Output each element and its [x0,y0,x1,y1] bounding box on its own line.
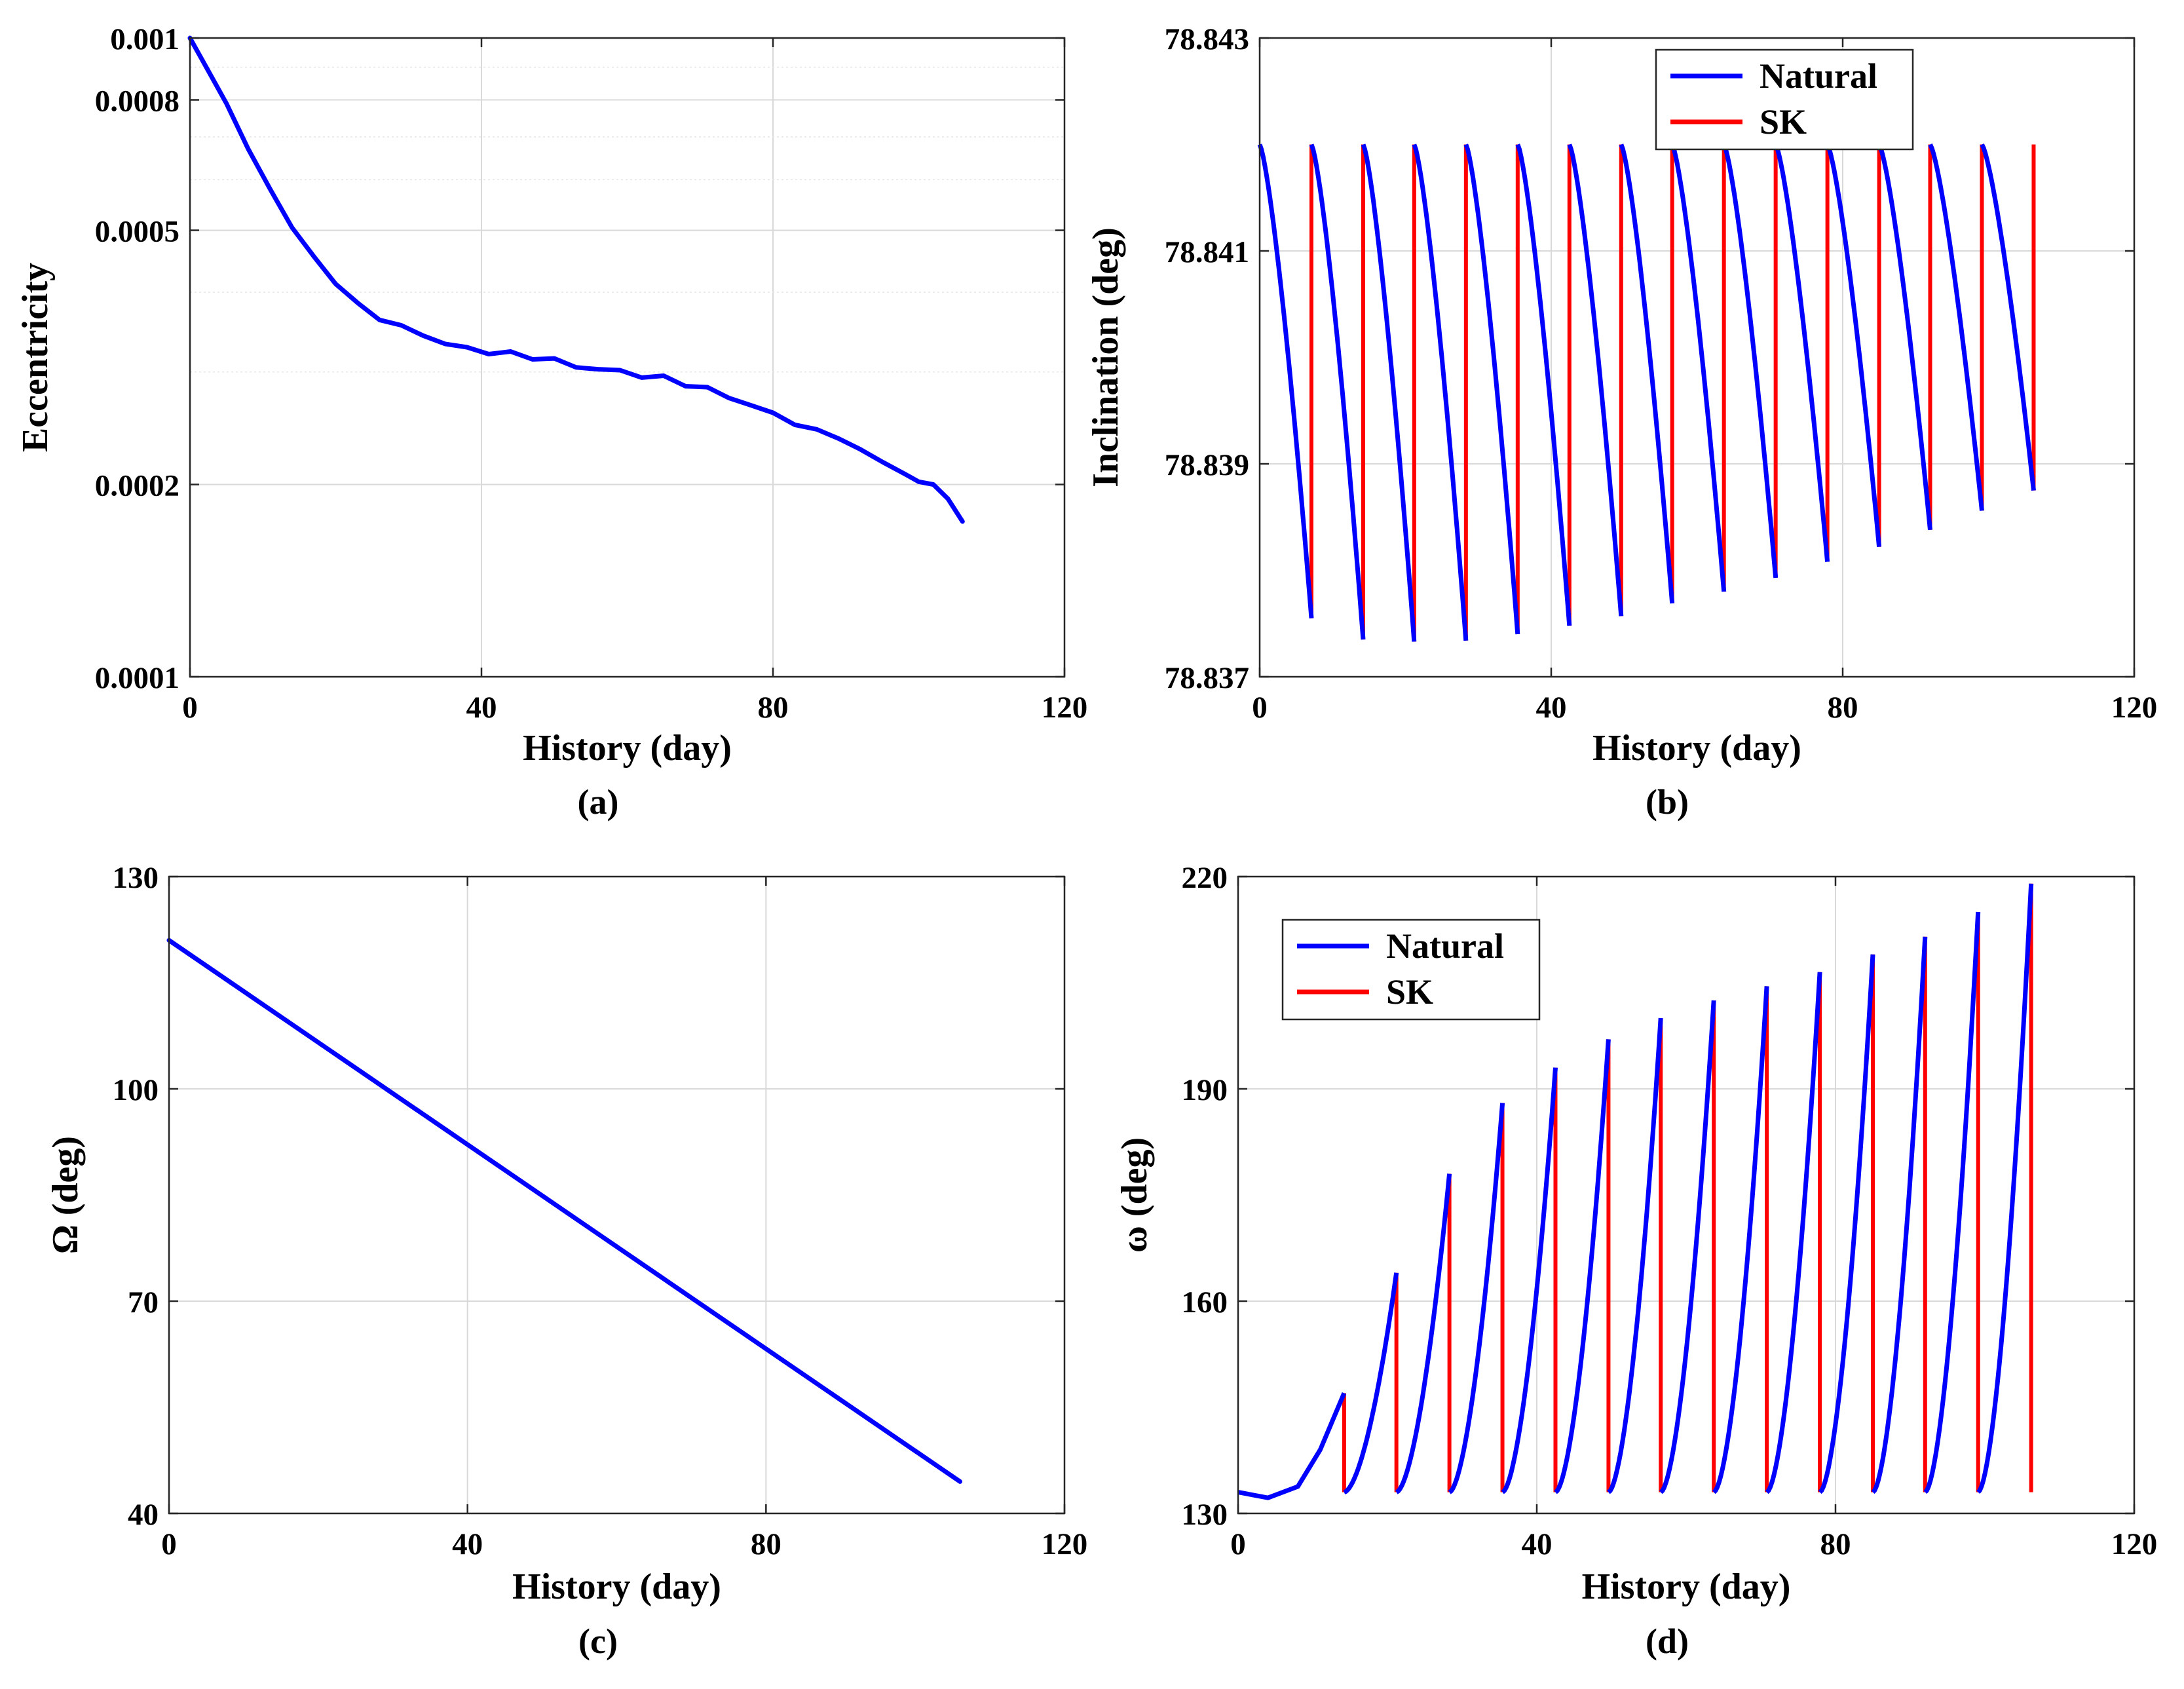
plot-area [169,877,1064,1513]
natural-segment [1395,1173,1452,1494]
x-axis-label: History (day) [1582,1566,1791,1607]
y-tick-label: 190 [1182,1073,1228,1107]
axes-box [1258,37,2136,678]
natural-segment [1515,143,1572,626]
axes-box [168,875,1066,1515]
x-tick-label: 40 [452,1527,483,1561]
natural-segment [1923,911,1981,1494]
y-axis-label: Ω (deg) [45,1136,86,1254]
legend-box [1655,48,1914,151]
x-tick-label: 80 [1828,691,1858,725]
x-tick-label: 0 [161,1527,177,1561]
natural-segment [1448,1103,1505,1494]
natural-segment [1877,143,1932,531]
natural-segment [1463,143,1520,635]
x-tick-label: 0 [182,691,198,725]
y-tick-label: 0.001 [110,22,179,56]
y-tick-label: 40 [128,1498,159,1532]
y-tick-label: 78.843 [1165,22,1249,56]
y-axis-label: Inclination (deg) [1085,227,1126,487]
y-tick-label: 0.0002 [95,468,179,503]
x-axis-label: History (day) [523,728,732,769]
x-tick-label: 120 [1042,691,1088,725]
x-tick-label: 80 [758,691,789,725]
panel-label: (c) [578,1622,618,1661]
natural-segment [1412,143,1469,641]
x-tick-label: 0 [1252,691,1268,725]
x-tick-label: 40 [466,691,497,725]
natural-segment [1670,143,1727,592]
y-tick-label: 78.841 [1165,235,1249,269]
plot-area [190,38,1064,677]
natural-segment [1976,883,2034,1494]
y-tick-label: 130 [1182,1498,1228,1532]
natural-segment [1659,1000,1716,1494]
legend-label-natural: Natural [1386,926,1504,966]
legend-label-sk: SK [1760,102,1807,142]
legend: Natural SK [1281,919,1541,1021]
natural-segment [1765,972,1822,1494]
natural-segment [1554,1039,1611,1494]
natural-segment [1818,954,1875,1494]
y-tick-label: 0.0008 [95,84,179,118]
x-tick-label: 40 [1522,1527,1553,1561]
y-tick-label: 78.839 [1165,448,1249,482]
axes-box [189,37,1066,678]
series-line-eccentricity [187,35,965,524]
panel-label: (b) [1646,782,1689,822]
legend-label-natural: Natural [1760,56,1877,96]
x-tick-label: 120 [2111,691,2158,725]
natural-segment [1773,143,1830,562]
natural-segment [1980,143,2036,491]
natural-segment [1619,143,1675,604]
y-tick-label: 130 [113,861,159,895]
chart-d: 0 40 80 120 130 160 190 220 History (day) ω (deg)… [1114,861,2157,1661]
legend-box [1281,919,1541,1021]
y-tick-label: 78.837 [1165,661,1249,695]
x-axis-label: History (day) [512,1566,721,1607]
x-tick-label: 40 [1536,691,1567,725]
y-axis-label: Eccentricity [15,263,56,452]
natural-segment [1257,143,1314,618]
panel-label: (a) [578,782,619,822]
natural-segment [1567,143,1624,617]
natural-segment [1237,1392,1347,1500]
x-tick-label: 120 [1042,1527,1088,1561]
natural-segment [1607,1017,1663,1494]
natural-segment [1928,143,1984,511]
y-tick-label: 70 [128,1285,159,1319]
x-tick-label: 0 [1230,1527,1246,1561]
series-line-raan [166,938,962,1484]
axes-box [1237,875,2136,1515]
natural-segment [1712,986,1769,1494]
x-tick-label: 120 [2111,1527,2158,1561]
y-tick-label: 0.0005 [95,215,179,249]
x-axis-label: History (day) [1592,728,1801,769]
natural-segment [1343,1272,1399,1494]
y-tick-label: 220 [1182,861,1228,895]
y-tick-label: 100 [113,1073,159,1107]
natural-segment [1722,143,1779,579]
panel-label: (d) [1646,1622,1689,1661]
natural-segment [1501,1067,1558,1494]
chart-a: 0 40 80 120 0.0001 0.0002 0.0005 0.0008 0.001 His… [15,22,1087,822]
y-tick-label: 0.0001 [95,661,179,695]
chart-b: 0 40 80 120 78.837 78.839 78.841 78.843 History … [1085,22,2157,822]
x-tick-label: 80 [751,1527,781,1561]
y-tick-label: 160 [1182,1285,1228,1319]
natural-segment [1309,143,1366,640]
y-axis-label: ω (deg) [1114,1137,1155,1253]
legend: Natural SK [1655,48,1914,151]
legend-label-sk: SK [1386,972,1433,1012]
natural-segment [1361,143,1417,642]
natural-segment [1871,936,1928,1494]
x-tick-label: 80 [1820,1527,1851,1561]
natural-segment [1825,143,1882,548]
